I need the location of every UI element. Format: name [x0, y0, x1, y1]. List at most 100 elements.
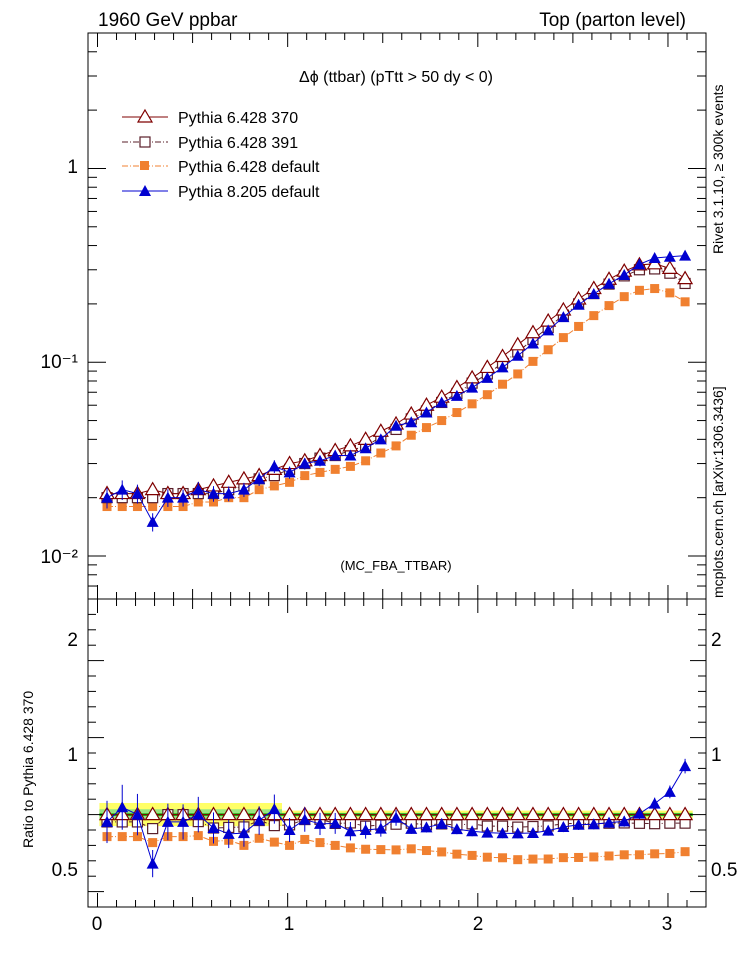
data-point-marker: [315, 838, 325, 848]
data-point-marker: [344, 825, 357, 837]
legend-label-p6-370: Pythia 6.428 370: [178, 110, 298, 127]
data-point-marker: [116, 801, 129, 813]
data-point-marker: [131, 487, 144, 499]
data-point-marker: [237, 827, 250, 839]
data-point-marker: [648, 252, 661, 264]
data-point-marker: [450, 389, 463, 401]
data-point-marker: [481, 826, 494, 838]
ratio-ytick-1-left: 1: [67, 745, 78, 766]
xtick-label-0: 0: [92, 914, 103, 935]
data-point-marker: [405, 822, 418, 834]
data-point-marker: [542, 824, 555, 836]
data-point-marker: [253, 472, 266, 484]
data-point-marker: [542, 324, 555, 336]
ratio-ytick-0-5-right: 0.5: [711, 860, 737, 881]
data-point-marker: [661, 806, 678, 821]
data-point-marker: [633, 807, 646, 819]
rivet-label: Rivet 3.1.10, ≥ 300k events: [710, 84, 726, 254]
data-point-marker: [574, 321, 584, 331]
data-point-marker: [524, 806, 542, 821]
data-point-marker: [528, 356, 538, 366]
data-point-marker: [618, 268, 631, 280]
data-point-marker: [403, 806, 420, 821]
data-point-marker: [177, 491, 190, 503]
series-2: [102, 284, 690, 512]
data-point-marker: [572, 818, 585, 830]
data-point-marker: [222, 827, 235, 839]
data-point-marker: [131, 808, 144, 820]
data-point-marker: [344, 449, 357, 461]
data-point-marker: [619, 292, 629, 302]
legend-label-p6-391: Pythia 6.428 391: [178, 135, 298, 152]
data-point-marker: [315, 467, 325, 477]
series-line: [107, 268, 686, 499]
data-point-marker: [161, 815, 174, 827]
ratio-ytick-2-left: 2: [67, 630, 78, 651]
ratio-ticks: [88, 598, 707, 908]
data-point-marker: [661, 260, 678, 274]
data-point-marker: [589, 311, 599, 321]
mcplots-label: mcplots.cern.ch [arXiv:1306.3436]: [710, 386, 726, 598]
data-point-marker: [391, 845, 401, 855]
ratio-series: [98, 758, 694, 878]
data-point-marker: [144, 806, 161, 821]
data-point-marker: [479, 806, 496, 821]
ratio-panel: Ratio to Pythia 6.428 370 2 1 0.5 2 1 0.…: [20, 598, 737, 935]
data-point-marker: [452, 408, 462, 418]
data-point-marker: [254, 833, 264, 843]
data-point-marker: [420, 406, 433, 418]
data-point-marker: [193, 831, 203, 841]
data-point-marker: [450, 823, 463, 835]
data-point-marker: [494, 348, 511, 363]
data-point-marker: [391, 441, 401, 451]
data-point-marker: [496, 361, 509, 373]
ratio-frame: [87, 598, 707, 908]
data-point-marker: [359, 824, 372, 835]
ratio-series-3: [101, 758, 692, 878]
data-point-marker: [558, 333, 568, 343]
data-point-marker: [557, 311, 570, 323]
ratio-ytick-2-right: 2: [711, 630, 722, 651]
ratio-ytick-1-right: 1: [711, 745, 722, 766]
data-point-marker: [543, 854, 553, 864]
data-point-marker: [574, 852, 584, 862]
data-point-marker: [161, 491, 174, 503]
data-point-marker: [207, 821, 220, 833]
data-point-marker: [192, 808, 205, 820]
data-point-marker: [406, 844, 416, 854]
data-point-marker: [177, 815, 190, 827]
data-point-marker: [116, 483, 129, 495]
ytick-label-0-01: 10⁻²: [41, 547, 79, 568]
data-point-marker: [342, 806, 359, 821]
data-point-marker: [437, 416, 447, 426]
data-point-marker: [313, 454, 326, 466]
data-point-marker: [193, 497, 203, 507]
data-point-marker: [555, 806, 572, 821]
data-point-marker: [494, 806, 511, 821]
data-point-marker: [467, 399, 477, 409]
plot-title: Δϕ (ttbar) (pTtt > 50 dy < 0): [299, 69, 493, 86]
data-point-marker: [679, 249, 692, 261]
data-point-marker: [437, 847, 447, 857]
data-point-marker: [482, 852, 492, 862]
data-point-marker: [390, 811, 403, 823]
data-point-marker: [268, 460, 281, 472]
legend-entry-p6-391: Pythia 6.428 391: [122, 135, 298, 152]
data-point-marker: [665, 848, 675, 858]
data-point-marker: [603, 816, 616, 828]
xtick-label-2: 2: [473, 914, 484, 935]
data-point-marker: [648, 797, 661, 809]
data-point-marker: [509, 806, 526, 821]
data-point-marker: [345, 461, 355, 471]
data-point-marker: [148, 838, 158, 848]
data-point-marker: [192, 483, 205, 495]
ytick-label-1: 1: [67, 157, 78, 178]
data-point-marker: [421, 846, 431, 856]
watermark: (MC_FBA_TTBAR): [340, 558, 451, 573]
data-point-marker: [144, 481, 161, 496]
data-point-marker: [479, 359, 496, 374]
data-point-marker: [361, 844, 371, 854]
data-point-marker: [587, 287, 600, 299]
data-point-marker: [677, 806, 694, 821]
